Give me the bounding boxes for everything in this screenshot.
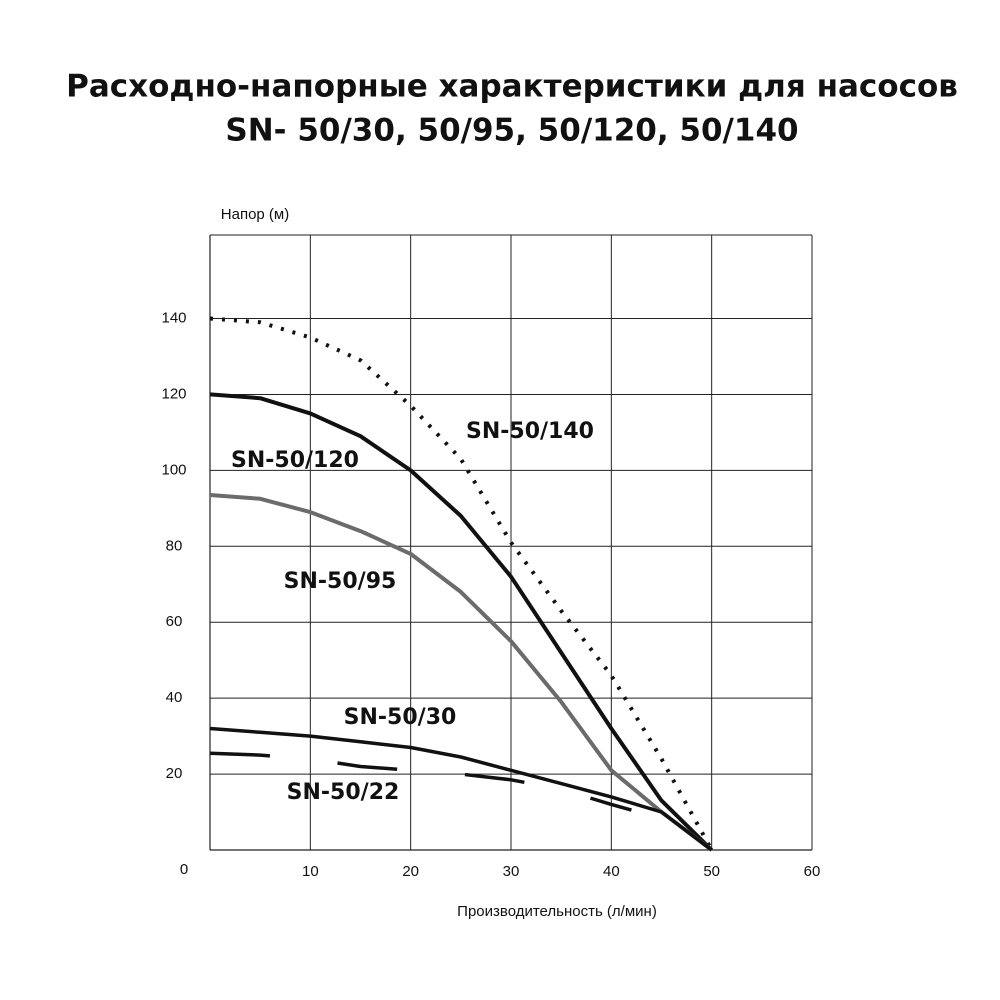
series-label: SN-50/95 [284,569,397,594]
x-tick-label: 60 [804,863,821,880]
chart-subtitle: SN- 50/30, 50/95, 50/120, 50/140 [225,113,798,149]
series-label: SN-50/22 [287,780,400,805]
series-line [209,316,714,851]
y-tick-label: 80 [166,537,183,554]
chart-title: Расходно-напорные характеристики для нас… [66,69,958,105]
y-tick-label: 120 [161,385,186,402]
y-tick-label: 0 [180,861,188,878]
x-tick-label: 30 [503,863,520,880]
series-line [209,751,632,812]
series-line [209,726,713,852]
x-tick-label: 10 [302,863,319,880]
y-tick-label: 60 [166,613,183,630]
series-line [209,493,713,852]
x-tick-label: 40 [603,863,620,880]
y-tick-label: 20 [166,765,183,782]
series-label: SN-50/140 [466,419,594,444]
x-tick-label: 20 [402,863,419,880]
y-tick-label: 100 [161,461,186,478]
x-axis-label: Производительность (л/мин) [457,903,657,920]
series-label: SN-50/120 [231,448,359,473]
y-tick-label: 140 [161,309,186,326]
x-tick-label: 50 [703,863,720,880]
y-axis-label: Напор (м) [221,206,289,223]
series-line [209,392,714,852]
series-label: SN-50/30 [344,705,457,730]
y-tick-label: 40 [166,689,183,706]
